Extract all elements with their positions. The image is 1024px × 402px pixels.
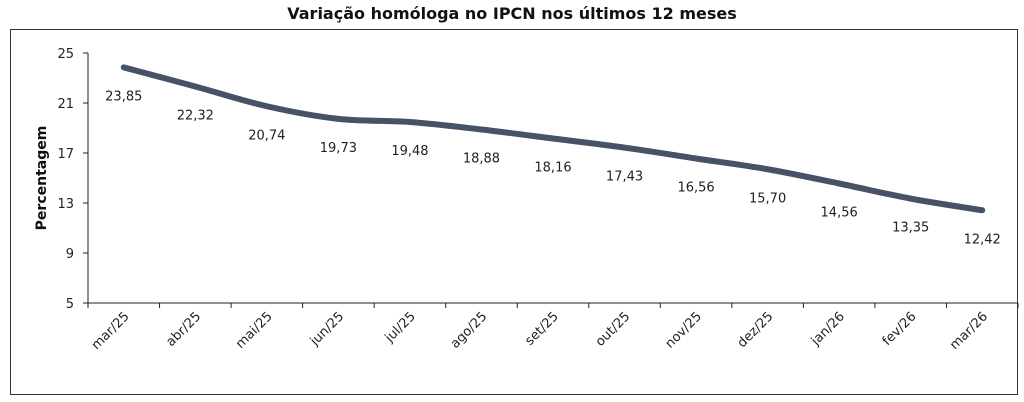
x-tick-label: ago/25 [448,309,490,351]
y-tick-label: 9 [66,247,74,262]
chart-title: Variação homóloga no IPCN nos últimos 12… [287,4,737,23]
data-line [120,64,986,214]
x-tick-label: mar/26 [947,309,991,353]
x-tick-label: jan/26 [808,309,848,349]
data-label: 12,42 [964,232,1001,247]
data-label: 19,73 [320,141,357,156]
data-label: 15,70 [749,191,786,206]
y-tick-label: 5 [66,297,74,312]
y-tick-label: 21 [57,97,74,112]
y-tick-label: 17 [57,147,74,162]
x-tick-label: nov/25 [663,309,705,351]
y-tick-label: 13 [57,197,74,212]
data-label: 13,35 [892,221,929,236]
chart-frame [10,29,1018,395]
x-tick-label: fev/26 [880,309,920,349]
data-label: 22,32 [177,109,214,124]
data-label: 17,43 [606,170,643,185]
y-tick-label: 25 [57,47,74,62]
x-tick-label: mar/25 [89,309,133,353]
x-tick-label: jun/25 [307,309,347,349]
data-label: 14,56 [821,206,858,221]
data-label: 23,85 [105,89,142,104]
y-axis-label: Percentagem [34,126,50,231]
x-tick-label: abr/25 [163,309,204,350]
x-tick-label: out/25 [593,309,633,349]
data-label: 18,88 [463,152,500,167]
x-tick-label: jul/25 [382,309,419,346]
data-label: 20,74 [248,128,285,143]
data-label: 18,16 [534,161,571,176]
x-tick-label: mai/25 [233,309,276,352]
data-label: 19,48 [391,144,428,159]
x-tick-label: set/25 [522,309,561,348]
x-tick-label: dez/25 [735,309,777,351]
data-label: 16,56 [677,181,714,196]
